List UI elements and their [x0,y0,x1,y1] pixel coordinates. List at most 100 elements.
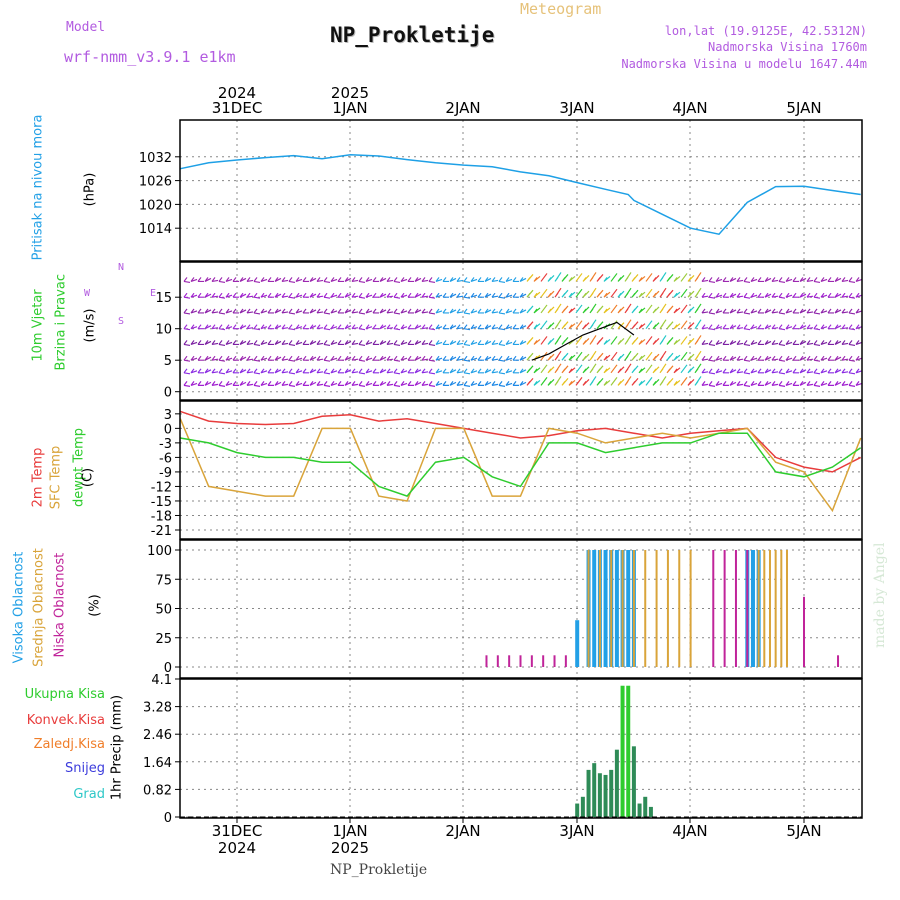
precip-bar [580,796,585,817]
model-elevation: Nadmorska Visina u modelu 1647.44m [621,57,867,71]
panel-frame [179,119,863,262]
y-tick-label: 2.46 [143,728,172,743]
y-tick-label: -3 [159,437,172,452]
top-day-label: 4JAN [672,99,707,117]
cloud-bar [632,550,635,667]
cloud-bar [508,655,511,667]
cloud-bar [750,550,755,667]
top-day-label: 2JAN [445,99,480,117]
y-tick-label: -18 [151,509,172,524]
cloud-bar [678,550,681,667]
cloud-bar [774,550,777,667]
bottom-day-label: 5JAN [786,822,821,840]
cloud-bar [575,620,580,667]
compass-e: E [150,288,157,299]
precip-bar [648,806,653,817]
cloud-bar [644,550,647,667]
y-tick-label: 0 [164,811,172,826]
cloud-bar [496,655,499,667]
legend-konvek: Konvek.Kisa [26,713,105,728]
cloud-bar [598,550,601,667]
y-tick-label: 25 [155,632,172,647]
bottom-year-label: 2024 [218,839,256,857]
cloud-bar [712,550,715,667]
cloud-bar [666,550,669,667]
cloud-bar [785,550,788,667]
cloud-bar [564,655,567,667]
elevation: Nadmorska Visina 1760m [708,40,867,54]
cloud-label-3: Niska Oblacnost [52,552,68,658]
cloud-label-1: Visoka Oblacnost [11,551,27,664]
bottom-day-label: 1JAN [332,822,367,840]
y-tick-label: 3 [164,408,172,423]
y-tick-label: 1020 [139,198,172,213]
cloud-bar [689,550,692,667]
cloud-bar [723,550,726,667]
legend-ukupna: Ukupna Kisa [24,687,105,702]
cloud-bar [780,550,783,667]
top-day-label: 3JAN [559,99,594,117]
y-tick-label: -9 [159,466,172,481]
bottom-day-label: 31DEC [212,822,263,840]
y-tick-label: -6 [159,451,172,466]
pressure-series [180,154,861,236]
y-tick-label: 1.64 [143,756,172,771]
precip-bar [586,769,591,817]
y-tick-label: 100 [147,544,172,559]
cloud-bar [621,550,624,667]
y-tick-label: 3.28 [143,701,172,716]
temp-label-1: 2m Temp [30,447,46,508]
cloud-bar [803,596,805,667]
cloud-bar [734,550,737,667]
cloud-unit: (%) [87,594,103,617]
temperature-series [180,432,862,497]
bottom-day-label: 3JAN [559,822,594,840]
y-tick-label: 15 [155,291,172,306]
precip-bar [575,803,580,817]
precip-unit-label: 1hr Precip (mm) [109,694,125,801]
y-tick-label: 0 [164,422,172,437]
cloud-bar [553,655,556,667]
wind-unit: (m/s) [82,308,98,343]
y-tick-label: 5 [164,354,172,369]
top-year-label: 2024 [218,84,256,102]
y-tick-label: -21 [151,524,172,539]
meteogram-label: Meteogram [520,0,602,18]
wind-label-2: Brzina i Pravac [53,273,69,371]
precip-bar [614,749,619,817]
compass-n: N [118,262,125,273]
cloud-bar [655,550,658,667]
legend-grad: Grad [73,787,105,802]
precip-bar [603,774,608,817]
bottom-year-label: 2025 [331,839,369,857]
top-year-label: 2025 [331,84,369,102]
y-tick-label: -12 [151,480,172,495]
top-day-label: 5JAN [786,99,821,117]
y-tick-label: 50 [155,603,172,618]
cloud-bar [768,550,771,667]
coordinates: lon,lat (19.9125E, 42.5312N) [664,24,867,38]
y-tick-label: 75 [155,573,172,588]
cloud-bar [530,655,533,667]
y-tick-label: 1032 [139,151,172,166]
panel-frame [179,678,863,819]
temp-unit: (C) [80,467,96,488]
temperature-series [179,418,862,513]
cloud-bar [542,655,545,667]
bottom-day-label: 4JAN [672,822,707,840]
compass-s: S [118,316,125,327]
cloud-bar [757,550,760,667]
cloud-label-2: Srednja Oblacnost [31,548,47,667]
precip-bar [592,763,597,817]
y-tick-label: 0 [164,386,172,401]
y-tick-label: 1026 [139,175,172,190]
cloud-bar [603,550,608,667]
cloud-bar [587,550,590,667]
cloud-bar [519,655,522,667]
cloud-bar [485,655,488,667]
precip-bar [620,685,625,817]
cloud-bar [592,550,597,667]
wind-barbs [183,272,863,387]
precip-bar [637,803,642,817]
cloud-bar [837,655,840,667]
